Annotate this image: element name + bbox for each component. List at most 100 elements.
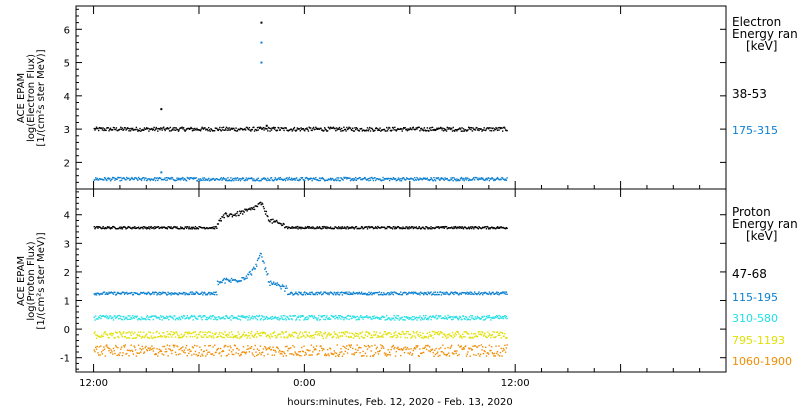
proton-series-1-point: [434, 294, 436, 296]
proton-series-0-point: [161, 227, 163, 229]
proton-series-2-point: [149, 316, 152, 318]
electron-series-0-point: [482, 129, 485, 131]
proton-series-0-point: [367, 226, 369, 228]
proton-series-2-point: [196, 318, 198, 320]
proton-series-0-point: [113, 226, 115, 228]
proton-series-1-point: [230, 281, 232, 283]
electron-series-1-point: [170, 178, 172, 180]
proton-series-4-point: [397, 348, 400, 351]
proton-series-3-point: [497, 334, 499, 337]
electron-series-0-point: [402, 128, 404, 130]
proton-series-0-point: [195, 228, 197, 230]
proton-series-4-point: [157, 352, 160, 354]
proton-series-2-point: [263, 316, 265, 318]
proton-series-2-point: [137, 317, 140, 320]
electron-series-0-point: [283, 129, 285, 132]
proton-series-1-point: [493, 293, 495, 295]
electron-series-1-point: [394, 177, 397, 180]
proton-series-4-point: [177, 345, 179, 348]
proton-series-4-point: [288, 347, 290, 350]
proton-series-1-point: [107, 293, 109, 295]
electron-series-0-point: [179, 127, 181, 130]
proton-series-0-point: [117, 227, 120, 230]
proton-series-3-point: [222, 333, 225, 335]
proton-series-0-point: [211, 226, 214, 229]
electron-series-1-point: [356, 178, 358, 180]
electron-series-1-point: [145, 177, 147, 179]
proton-series-0-point: [407, 226, 409, 229]
proton-series-3-point: [113, 336, 115, 339]
electron-series-1-point: [471, 178, 474, 181]
proton-series-4-point: [291, 353, 293, 355]
proton-series-3-point: [355, 335, 358, 337]
proton-series-0-point: [446, 227, 448, 230]
proton-series-4-point: [301, 346, 303, 349]
proton-series-0-point: [206, 227, 208, 229]
electron-series-1-point: [396, 179, 398, 181]
proton-series-4-point: [304, 354, 306, 356]
electron-series-0-point: [128, 130, 130, 132]
proton-series-3-point: [295, 332, 298, 335]
electron-series-0-point: [130, 127, 132, 130]
proton-series-1-point: [382, 294, 384, 296]
proton-series-3-point: [205, 334, 207, 336]
proton-series-0-point: [421, 226, 423, 229]
electron-series-1-point: [169, 177, 172, 179]
proton-series-1-point: [335, 292, 338, 294]
proton-series-3-point: [126, 331, 129, 334]
proton-series-4-point: [246, 348, 248, 350]
electron-series-1-point: [310, 177, 313, 180]
electron-series-0-point: [184, 130, 186, 132]
proton-series-1-point: [486, 292, 488, 295]
proton-series-3-point: [182, 335, 185, 337]
proton-series-3-point: [429, 334, 431, 336]
electron-series-1-point: [484, 178, 487, 181]
electron-series-1-point: [303, 179, 305, 181]
proton-series-4-point: [392, 344, 395, 347]
proton-series-3-point: [466, 332, 468, 335]
proton-series-4-point: [97, 352, 99, 354]
proton-series-1-point: [481, 292, 483, 294]
proton-series-3-point: [320, 331, 322, 334]
proton-series-4-point: [304, 351, 307, 354]
proton-series-0-point: [415, 226, 417, 228]
proton-series-4-point: [237, 353, 239, 355]
electron-series-0-point: [217, 129, 220, 132]
proton-series-3-point: [144, 335, 146, 337]
electron-series-1-point: [479, 178, 482, 180]
electron-series-1-point: [454, 178, 457, 181]
proton-series-3-point: [399, 333, 401, 336]
electron-series-1-point: [104, 177, 107, 180]
proton-series-1-point: [331, 292, 333, 295]
proton-legend-series-3: 795-1193: [732, 334, 785, 347]
proton-series-4-point: [453, 353, 455, 355]
proton-series-3-point: [369, 332, 371, 335]
proton-series-0-point: [191, 228, 194, 230]
proton-series-4-point: [383, 352, 386, 354]
proton-series-3-point: [323, 333, 325, 335]
proton-series-3-point: [213, 333, 216, 335]
proton-series-3-point: [208, 335, 211, 337]
proton-series-4-point: [110, 349, 112, 351]
proton-series-4-point: [258, 352, 261, 354]
electron-series-1-point: [220, 177, 222, 179]
proton-series-4-point: [323, 348, 325, 350]
proton-series-0-point: [463, 226, 465, 228]
electron-series-1-point: [374, 176, 376, 179]
electron-series-0-point: [99, 127, 101, 130]
proton-series-3-point: [244, 335, 246, 337]
electron-series-0-point: [436, 127, 438, 130]
proton-series-3-point: [338, 337, 340, 339]
proton-series-2-point: [491, 317, 494, 319]
proton-series-2-point: [377, 317, 380, 319]
proton-y-label-line1: ACE EPAM: [16, 256, 27, 306]
proton-series-1-point: [484, 291, 487, 294]
proton-series-4-point: [332, 352, 334, 355]
proton-series-1-point: [275, 284, 278, 287]
electron-series-1-point: [250, 177, 252, 180]
electron-series-1-point: [128, 177, 130, 180]
proton-series-3-point: [141, 335, 143, 338]
proton-series-3-point: [473, 333, 475, 335]
proton-series-1-point: [275, 282, 277, 285]
proton-series-4-point: [209, 344, 211, 347]
